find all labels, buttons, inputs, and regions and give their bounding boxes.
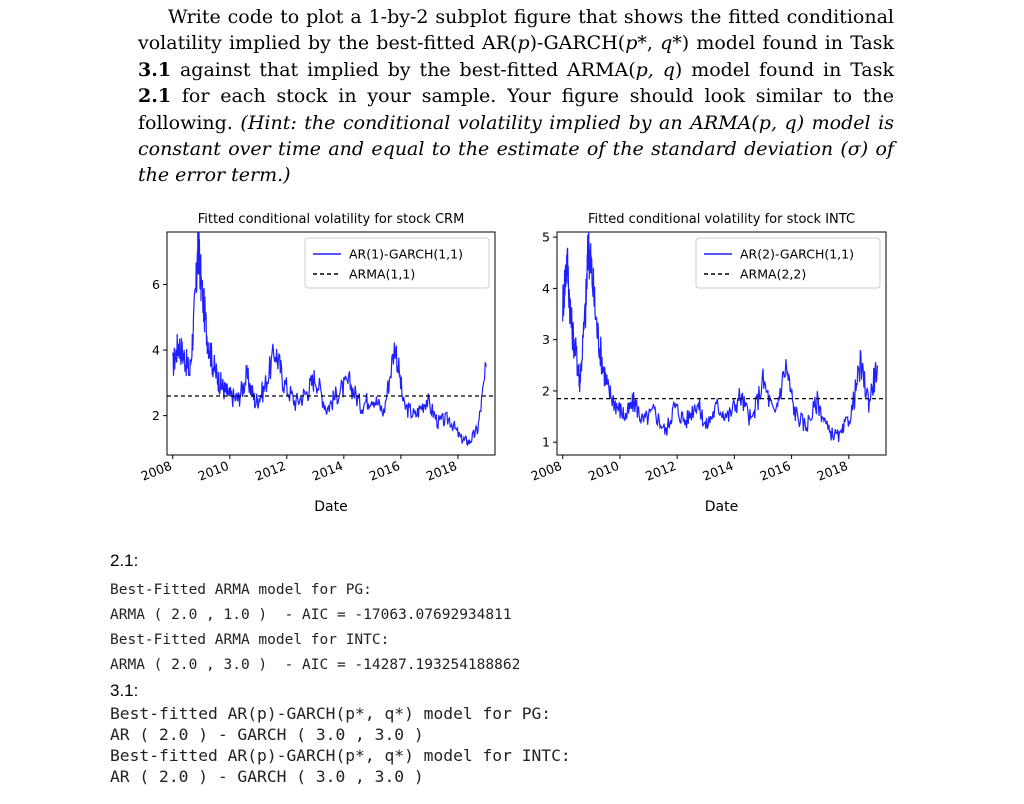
x-axis-label: Date [705, 499, 738, 515]
x-tick-label: 2014 [310, 458, 345, 484]
output-line: Best-fitted AR(p)-GARCH(p*, q*) model fo… [110, 746, 571, 765]
intc-chart-svg: Fitted conditional volatility for stock … [529, 212, 887, 515]
chart-title: Fitted conditional volatility for stock … [198, 212, 465, 227]
task-description: Write code to plot a 1-by-2 subplot figu… [138, 4, 894, 189]
task-var: p* [625, 32, 647, 55]
y-tick-label: 4 [542, 281, 550, 296]
x-tick-label: 2016 [367, 458, 402, 484]
task-text: ) model found in Task [674, 58, 894, 81]
task-text: ) model found in Task [681, 32, 894, 55]
legend-label: ARMA(2,2) [740, 267, 806, 282]
y-tick-label: 1 [542, 435, 550, 450]
section-3-1-heading: 3.1: [110, 681, 139, 700]
section-3-1-output: Best-fitted AR(p)-GARCH(p*, q*) model fo… [110, 703, 571, 787]
output-line: Best-Fitted ARMA model for PG: [110, 582, 372, 598]
x-tick-label: 2012 [253, 458, 288, 484]
legend-box [695, 237, 881, 289]
output-line: ARMA ( 2.0 , 1.0 ) - AIC = -17063.076929… [110, 607, 512, 623]
x-tick-label: 2010 [586, 458, 621, 484]
x-axis-label: Date [314, 499, 347, 515]
task-text: , [646, 32, 661, 55]
series-line-garch [172, 232, 487, 447]
output-line: AR ( 2.0 ) - GARCH ( 3.0 , 3.0 ) [110, 767, 424, 786]
output-line: Best-fitted AR(p)-GARCH(p*, q*) model fo… [110, 704, 552, 723]
task-text: )-GARCH( [529, 32, 626, 55]
x-tick-label: 2010 [196, 458, 231, 484]
x-tick-label: 2018 [815, 458, 850, 484]
legend-label: ARMA(1,1) [349, 267, 415, 282]
x-tick-label: 2008 [530, 458, 564, 484]
y-tick-label: 2 [542, 383, 550, 398]
crm-chart-svg: Fitted conditional volatility for stock … [139, 212, 496, 515]
section-2-1-heading: 2.1: [110, 551, 139, 570]
task-ref: 2.1 [138, 85, 172, 108]
output-line: AR ( 2.0 ) - GARCH ( 3.0 , 3.0 ) [110, 725, 424, 744]
y-tick-label: 3 [542, 332, 550, 347]
chart-title: Fitted conditional volatility for stock … [588, 212, 855, 227]
plot-area [557, 232, 886, 443]
y-tick-label: 5 [542, 230, 550, 245]
y-tick-label: 4 [152, 343, 160, 358]
task-text: Write code to plot a 1-by-2 subplot figu… [138, 6, 894, 55]
legend-label: AR(2)-GARCH(1,1) [740, 247, 854, 262]
task-text: against that implied by the best-fitted … [171, 58, 636, 81]
x-tick-label: 2016 [758, 458, 793, 484]
intc-chart: Fitted conditional volatility for stock … [529, 205, 900, 519]
task-hint: (Hint: the conditional volatility implie… [138, 111, 894, 187]
x-tick-label: 2014 [700, 458, 735, 484]
x-tick-label: 2018 [424, 458, 459, 484]
output-line: ARMA ( 2.0 , 3.0 ) - AIC = -14287.193254… [110, 657, 521, 673]
x-tick-label: 2008 [140, 458, 174, 484]
y-tick-label: 6 [152, 277, 160, 292]
series-line-garch [562, 232, 878, 443]
output-line: Best-Fitted ARMA model for INTC: [110, 632, 390, 648]
task-var: q* [660, 32, 682, 55]
y-tick-label: 2 [152, 408, 160, 423]
task-ref: 3.1 [138, 58, 172, 81]
task-text: for each stock in your sample. Your figu… [138, 85, 894, 134]
plot-area [167, 232, 495, 447]
task-var: p, q [635, 58, 675, 81]
crm-chart: Fitted conditional volatility for stock … [139, 205, 500, 519]
x-tick-label: 2012 [643, 458, 678, 484]
legend-label: AR(1)-GARCH(1,1) [349, 247, 463, 262]
task-var: p [517, 32, 530, 55]
legend-box [304, 237, 490, 289]
section-2-1-output: Best-Fitted ARMA model for PG: ARMA ( 2.… [110, 578, 520, 678]
task-paragraph: Write code to plot a 1-by-2 subplot figu… [138, 4, 894, 189]
